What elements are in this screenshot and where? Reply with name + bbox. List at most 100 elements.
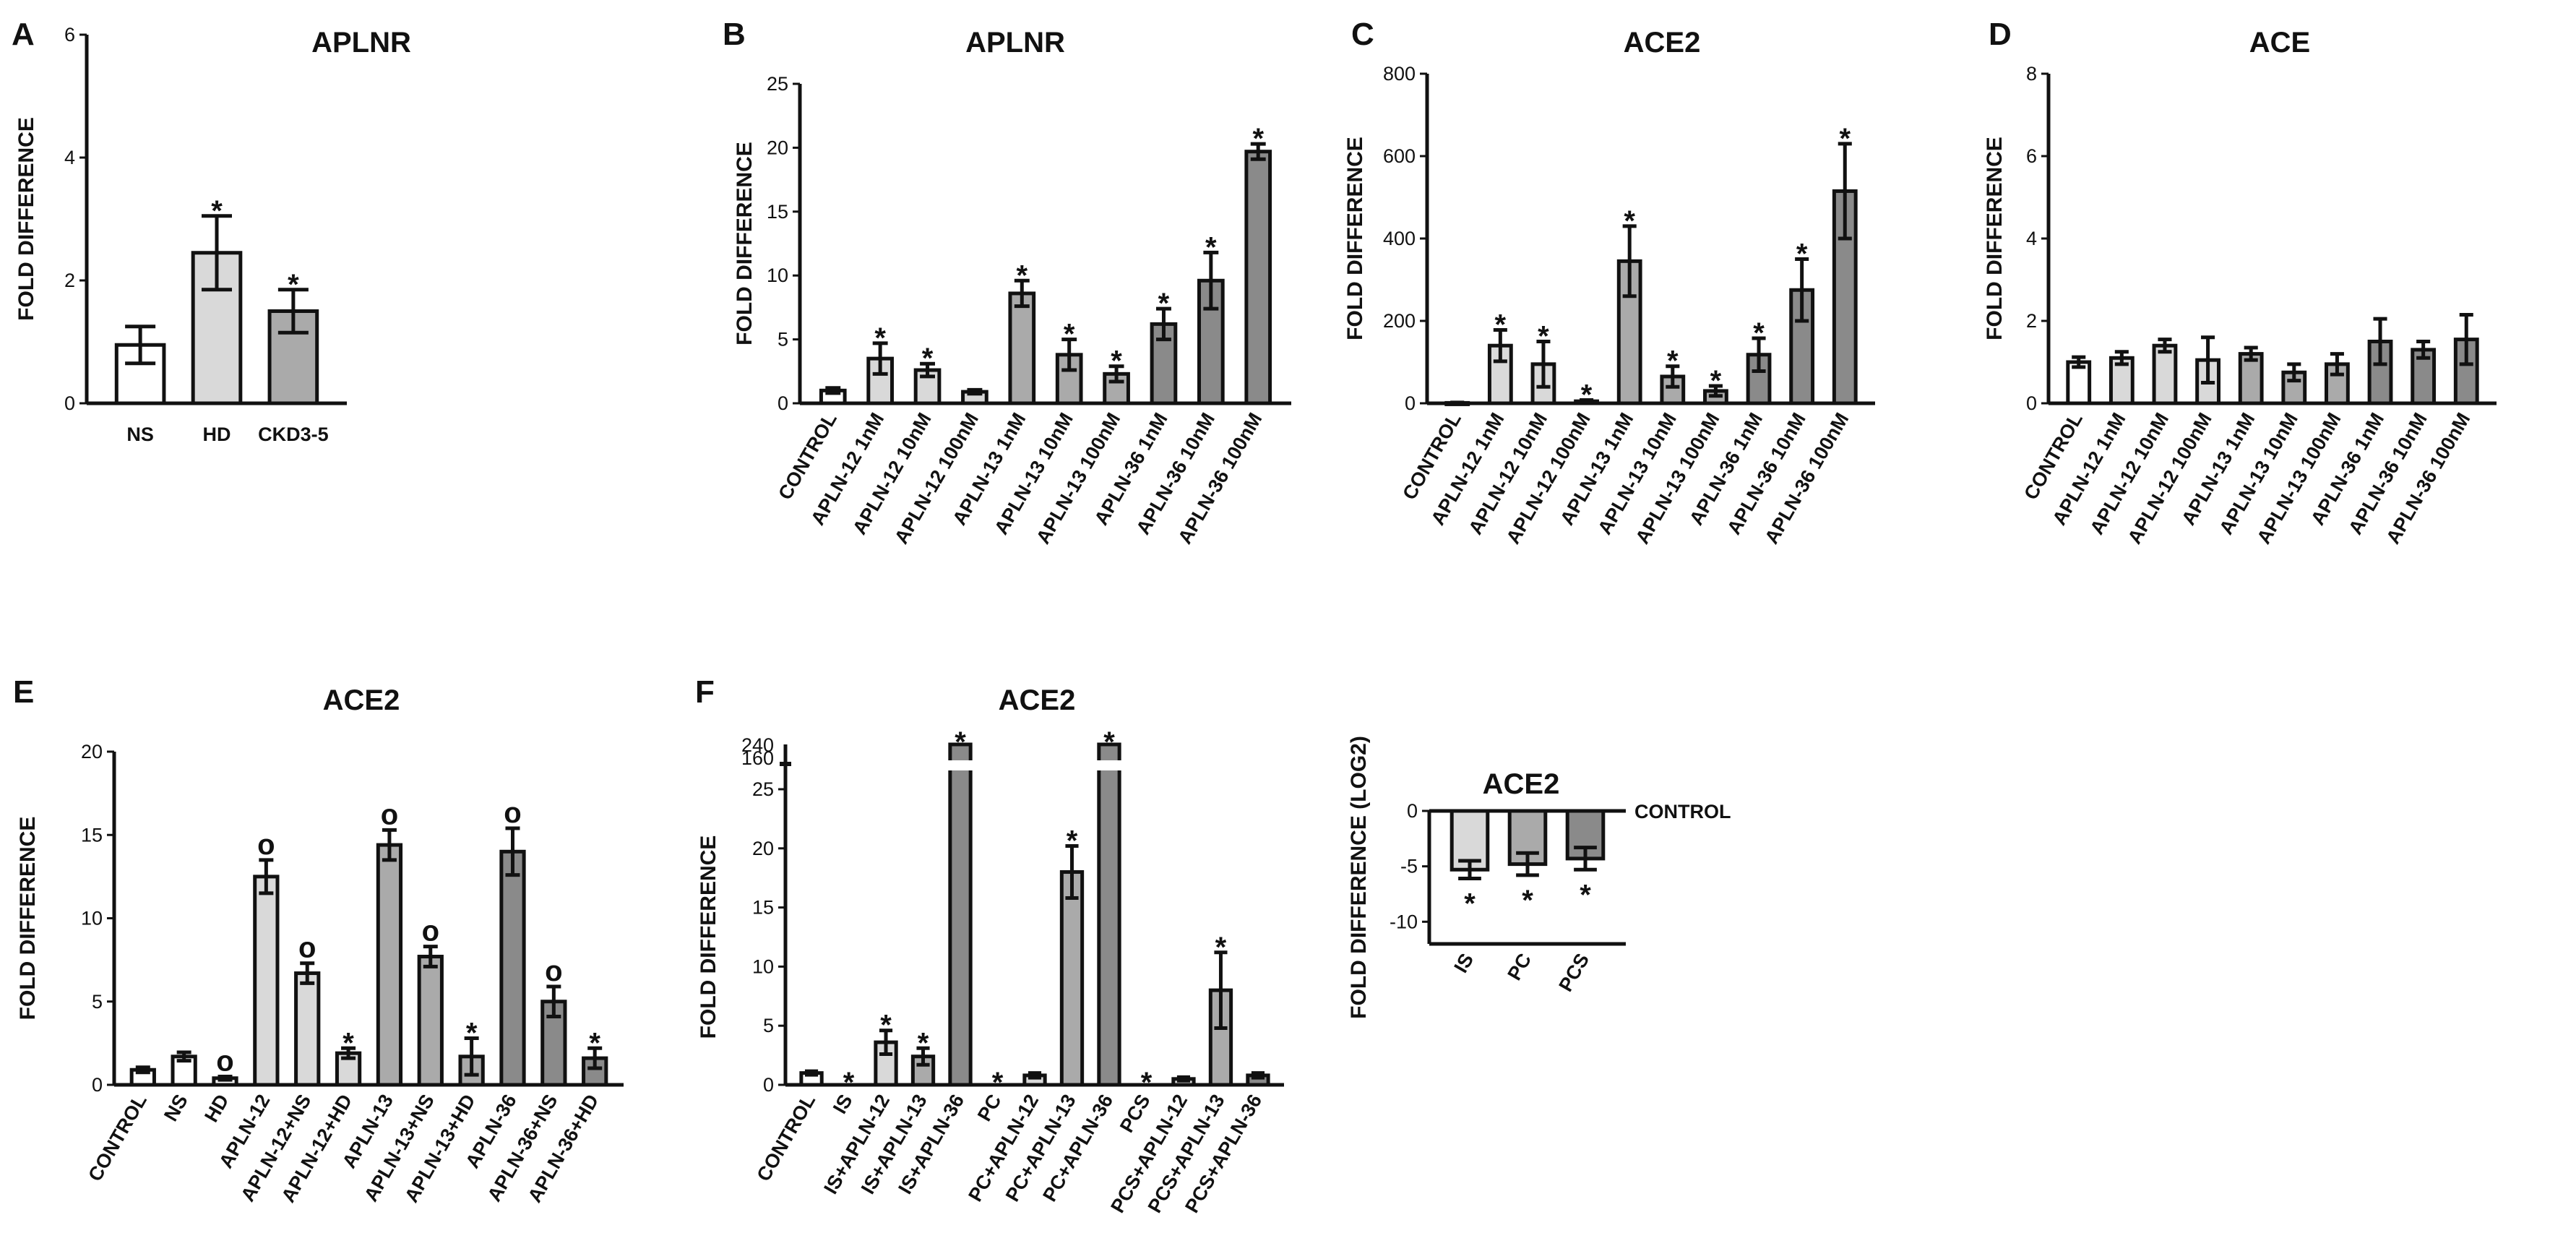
y-tick-label: 15 bbox=[767, 201, 788, 223]
significance-star: * bbox=[992, 1067, 1004, 1099]
significance-star: * bbox=[1495, 309, 1507, 341]
significance-circle: o bbox=[504, 797, 521, 829]
panel-label-d: D bbox=[1989, 17, 2012, 52]
y-tick-label: 10 bbox=[752, 955, 774, 977]
chart-title-d: ACE bbox=[2249, 27, 2310, 59]
bar-break-gap bbox=[1095, 760, 1123, 770]
category-label: IS bbox=[1449, 950, 1478, 976]
reference-label: CONTROL bbox=[1634, 801, 1731, 822]
y-tick-label: -5 bbox=[1400, 856, 1418, 877]
panel-label-f: F bbox=[695, 674, 715, 710]
y-tick-label: 0 bbox=[777, 392, 788, 414]
y-tick-label: 2 bbox=[64, 270, 75, 291]
y-tick-label: 0 bbox=[64, 392, 75, 414]
significance-star: * bbox=[1796, 239, 1808, 270]
bar bbox=[1059, 870, 1085, 1087]
significance-star: * bbox=[1581, 379, 1593, 411]
significance-star: * bbox=[1522, 885, 1533, 916]
significance-star: * bbox=[589, 1027, 600, 1059]
y-tick-label: 0 bbox=[763, 1074, 774, 1096]
bar bbox=[417, 955, 444, 1087]
significance-star: * bbox=[922, 343, 934, 374]
significance-star: * bbox=[1624, 205, 1635, 237]
significance-circle: o bbox=[422, 916, 439, 948]
panel-label-e: E bbox=[13, 674, 34, 710]
y-tick-label: 0 bbox=[92, 1074, 103, 1096]
y-tick-label: 800 bbox=[1383, 63, 1416, 85]
significance-star: * bbox=[1205, 231, 1217, 263]
y-tick-label: 25 bbox=[767, 73, 788, 95]
y-axis-label-c: FOLD DIFFERENCE bbox=[1343, 137, 1367, 340]
y-tick-label: 20 bbox=[767, 137, 788, 158]
y-axis-label-f: FOLD DIFFERENCE bbox=[697, 835, 720, 1039]
bar bbox=[540, 1000, 567, 1087]
y-axis-label-a: FOLD DIFFERENCE bbox=[14, 117, 38, 321]
bar bbox=[2238, 352, 2264, 405]
category-label: PCS bbox=[1554, 950, 1593, 995]
chart-title-inset: ACE2 bbox=[1483, 768, 1560, 800]
chart-title-f: ACE2 bbox=[999, 684, 1076, 716]
significance-star: * bbox=[1580, 879, 1591, 911]
significance-star: * bbox=[880, 1010, 892, 1041]
significance-circle: o bbox=[381, 799, 398, 830]
bar-break-gap bbox=[947, 760, 974, 770]
y-axis-label-inset: FOLD DIFFERENCE (LOG2) bbox=[1347, 736, 1371, 1019]
panel-label-b: B bbox=[723, 17, 746, 52]
y-tick-label: 0 bbox=[1407, 800, 1418, 822]
significance-star: * bbox=[1464, 888, 1476, 920]
bar bbox=[2066, 360, 2092, 405]
y-axis-label-b: FOLD DIFFERENCE bbox=[733, 142, 757, 345]
significance-star: * bbox=[843, 1067, 855, 1099]
significance-circle: o bbox=[545, 955, 562, 987]
significance-star: * bbox=[1141, 1067, 1153, 1099]
panel-label-c: C bbox=[1351, 17, 1374, 52]
panel-e: E ACE2 FOLD DIFFERENCE 0 5 10 15 20 CONTROL NS o HD… bbox=[13, 674, 624, 1206]
category-label: CONTROL bbox=[84, 1091, 151, 1185]
category-label: CKD3-5 bbox=[258, 424, 329, 445]
y-tick-label: 8 bbox=[2026, 63, 2037, 85]
significance-star: * bbox=[1753, 317, 1765, 349]
significance-star: * bbox=[1667, 345, 1679, 377]
y-axis-label-d: FOLD DIFFERENCE bbox=[1983, 137, 2007, 340]
y-tick-label: 5 bbox=[777, 329, 788, 351]
y-tick-label: 2 bbox=[2026, 310, 2037, 332]
y-tick-label: 5 bbox=[763, 1015, 774, 1036]
bar bbox=[294, 971, 321, 1087]
significance-star: * bbox=[918, 1027, 929, 1059]
significance-star: * bbox=[1064, 319, 1075, 351]
y-tick-label: 4 bbox=[2026, 228, 2037, 249]
significance-star: * bbox=[1158, 288, 1170, 319]
significance-circle: o bbox=[298, 932, 316, 964]
y-tick-label: 20 bbox=[752, 838, 774, 859]
y-tick-label: 5 bbox=[92, 991, 103, 1013]
significance-star: * bbox=[1538, 321, 1549, 353]
significance-star: * bbox=[211, 195, 223, 227]
panel-a: A APLNR FOLD DIFFERENCE 0 2 4 6 NS * HD * CKD3-5 bbox=[12, 17, 411, 445]
bar bbox=[866, 356, 895, 405]
significance-star: * bbox=[343, 1027, 354, 1059]
significance-star: * bbox=[1710, 365, 1722, 397]
chart-title-e: ACE2 bbox=[323, 684, 400, 716]
bar bbox=[1208, 988, 1233, 1087]
chart-title-a: APLNR bbox=[311, 27, 411, 59]
y-tick-label: 15 bbox=[752, 897, 774, 919]
y-tick-label: 600 bbox=[1383, 145, 1416, 167]
y-tick-label-break: 240 bbox=[741, 734, 774, 756]
significance-star: * bbox=[288, 269, 299, 301]
significance-circle: o bbox=[257, 829, 275, 861]
bar bbox=[376, 843, 403, 1087]
y-tick-label: 6 bbox=[2026, 145, 2037, 167]
category-label: HD bbox=[200, 1091, 233, 1126]
y-tick-label: 200 bbox=[1383, 310, 1416, 332]
significance-star: * bbox=[1017, 259, 1028, 291]
significance-star: * bbox=[955, 726, 966, 758]
category-label: NS bbox=[160, 1091, 192, 1125]
y-tick-label: 20 bbox=[81, 741, 103, 762]
y-tick-label: 25 bbox=[752, 778, 774, 800]
panel-label-a: A bbox=[12, 17, 35, 52]
category-label: NS bbox=[126, 424, 154, 445]
